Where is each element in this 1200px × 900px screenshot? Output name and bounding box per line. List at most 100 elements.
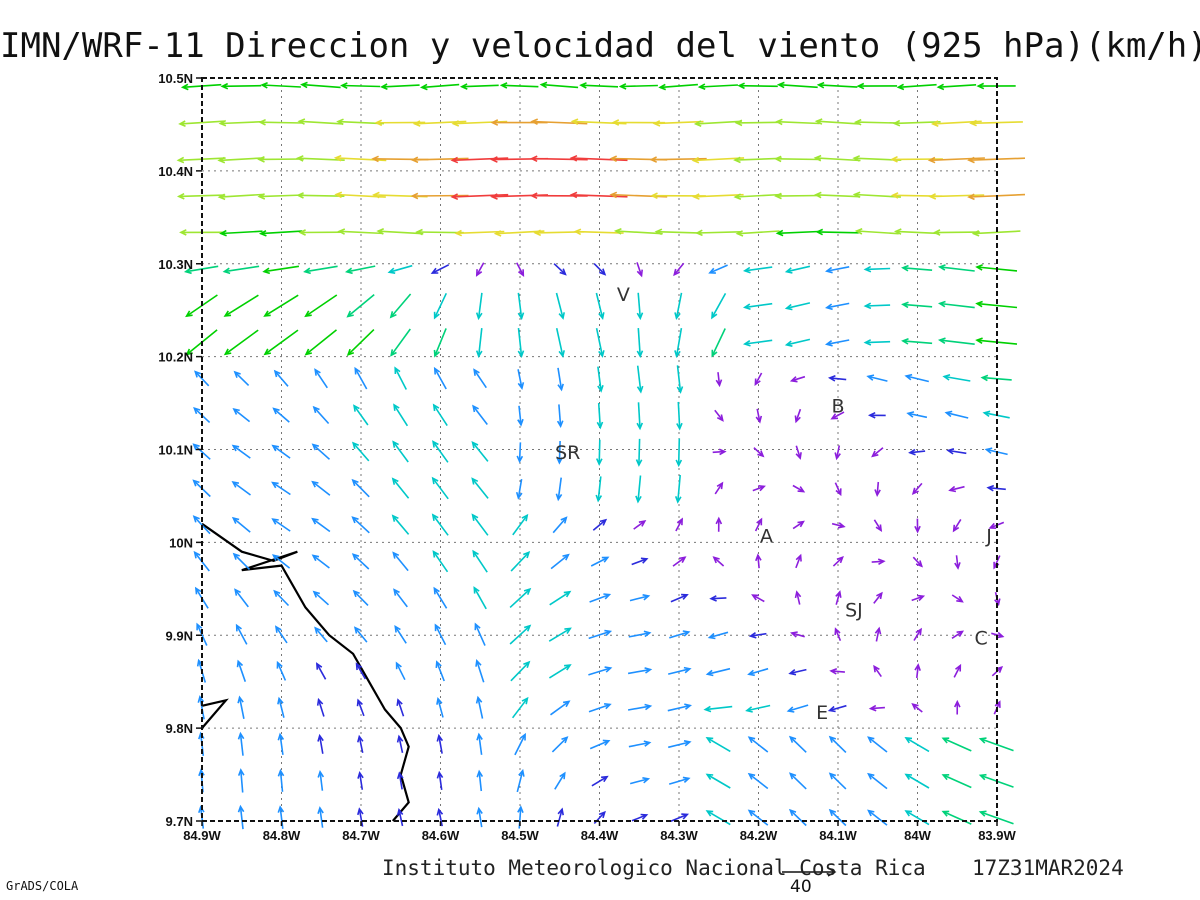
wind-vector <box>693 120 742 127</box>
wind-vector <box>868 704 885 712</box>
wind-vector <box>394 366 408 390</box>
wind-vector <box>824 339 850 347</box>
wind-vector <box>223 329 259 356</box>
wind-vector <box>613 227 663 235</box>
wind-vector <box>829 668 845 675</box>
wind-vector <box>788 772 807 790</box>
reference-arrow <box>782 867 837 877</box>
wind-vector <box>828 735 847 753</box>
wind-vector <box>705 736 731 753</box>
wind-vector <box>390 328 411 357</box>
wind-vector <box>789 375 806 383</box>
wind-vector <box>277 696 285 718</box>
wind-vector <box>548 664 572 679</box>
wind-vector <box>271 481 291 496</box>
wind-vector <box>589 739 611 750</box>
wind-vector <box>969 119 1023 127</box>
wind-vector <box>433 366 447 390</box>
wind-vector <box>436 770 444 791</box>
y-tick-label: 9.9N <box>166 628 193 643</box>
wind-vector <box>218 119 264 127</box>
wind-vector <box>391 477 410 499</box>
wind-vector <box>593 263 607 276</box>
wind-vector <box>515 478 523 500</box>
wind-vector <box>556 440 563 465</box>
wind-vector <box>394 624 407 644</box>
wind-vector <box>834 627 842 642</box>
wind-vector <box>948 485 965 493</box>
wind-vector <box>389 293 412 319</box>
wind-vector <box>954 555 961 570</box>
wind-vector <box>257 155 305 163</box>
wind-vector <box>814 118 860 125</box>
wind-vector <box>636 328 644 359</box>
wind-vector <box>941 810 972 825</box>
wind-vector <box>952 518 962 533</box>
wind-vector <box>419 83 460 91</box>
wind-vector <box>277 805 285 829</box>
wind-vector <box>591 775 609 787</box>
reference-vector-label: 40 <box>790 877 812 897</box>
wind-vector <box>311 517 331 533</box>
wind-vector <box>825 302 850 311</box>
wind-vector <box>675 517 683 532</box>
wind-vector <box>475 292 483 321</box>
wind-vector <box>913 627 922 641</box>
wind-vector <box>745 704 771 713</box>
wind-vector <box>975 300 1018 309</box>
wind-vector <box>392 440 409 463</box>
wind-vector <box>834 482 842 497</box>
wind-vector <box>775 229 820 237</box>
wind-vector <box>590 556 610 567</box>
wind-vector <box>986 484 1006 492</box>
wind-vector <box>237 804 245 830</box>
wind-vector <box>788 808 807 827</box>
wind-vector <box>867 411 886 419</box>
wind-vector <box>871 447 884 458</box>
wind-vector <box>635 438 643 467</box>
x-tick-label: 84.1W <box>819 828 857 843</box>
wind-vector <box>627 703 653 711</box>
wind-vector <box>944 410 969 419</box>
wind-vector <box>951 594 964 603</box>
wind-vector <box>231 481 251 496</box>
wind-vector <box>912 556 923 568</box>
wind-vector <box>410 192 469 200</box>
wind-vector <box>978 737 1014 752</box>
wind-vector <box>871 558 886 565</box>
wind-vector <box>597 366 604 393</box>
wind-vector <box>222 265 260 275</box>
wind-vector <box>636 262 643 278</box>
wind-vector <box>433 328 447 358</box>
wind-vector <box>735 230 780 237</box>
wind-vector <box>795 553 802 569</box>
wind-vector <box>595 292 605 321</box>
wind-vector <box>232 407 251 423</box>
wind-vector <box>816 81 858 89</box>
wind-vector <box>432 440 449 463</box>
footer-institution: Instituto Meteorologico Nacional Costa R… <box>382 856 926 880</box>
wind-vector <box>258 118 303 126</box>
wind-vector <box>711 293 727 320</box>
wind-vector <box>473 586 487 610</box>
wind-vector <box>549 590 572 606</box>
wind-vector <box>556 807 564 827</box>
wind-vector <box>751 594 765 603</box>
wind-vector <box>589 593 612 603</box>
wind-vector <box>316 697 325 717</box>
wind-vector <box>737 82 778 90</box>
wind-vector <box>516 442 524 464</box>
wind-vector <box>890 155 943 163</box>
wind-vector <box>709 595 727 602</box>
wind-vector <box>874 481 881 497</box>
wind-vector <box>980 374 1012 382</box>
wind-vector <box>703 705 733 713</box>
wind-vector <box>784 265 811 274</box>
x-tick-label: 84.6W <box>422 828 460 843</box>
wind-vector <box>629 777 651 785</box>
wind-vector <box>273 589 290 607</box>
wind-vector <box>277 768 285 792</box>
wind-vector <box>355 662 367 680</box>
wind-vector <box>942 374 971 382</box>
wind-vector <box>670 813 690 822</box>
